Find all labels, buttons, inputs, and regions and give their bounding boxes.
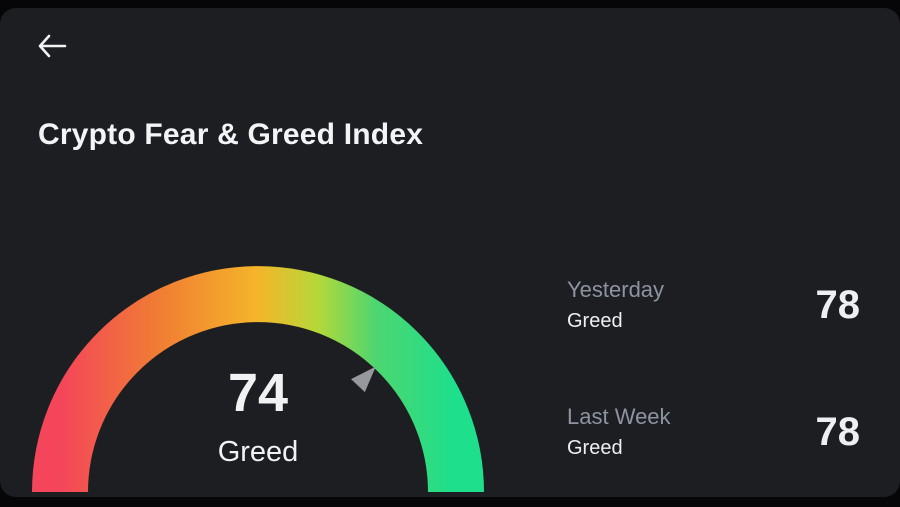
back-arrow-icon [38,34,67,58]
gauge-value-label: Greed [217,436,299,468]
stat-period: Yesterday [567,277,665,302]
gauge-value: 74 [227,363,289,423]
stat-label: Greed [567,310,623,332]
stat-row-yesterday: Yesterday Greed 78 [567,276,860,334]
stat-value: 78 [815,282,861,327]
stat-texts: Yesterday Greed [567,277,664,333]
stat-label: Greed [567,437,623,459]
gauge-pointer [351,366,376,393]
gauge-arc [32,266,484,493]
fear-greed-gauge: 74 Greed [28,250,488,502]
stat-texts: Last Week Greed [567,404,671,460]
stat-value: 78 [815,409,861,454]
back-button[interactable] [36,30,72,62]
page-title: Crypto Fear & Greed Index [38,118,424,151]
stat-row-last-week: Last Week Greed 78 [567,403,860,461]
main-card: Crypto Fear & Greed Index 74 Greed [0,8,900,497]
stat-period: Last Week [567,404,671,429]
